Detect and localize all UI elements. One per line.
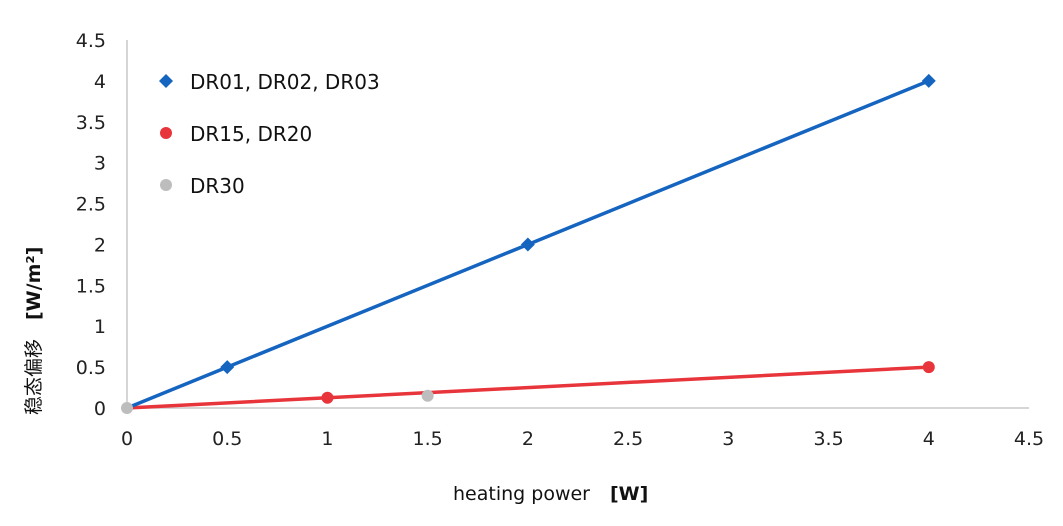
data-point [421, 389, 434, 402]
y-tick-label: 4 [94, 71, 106, 93]
data-point [321, 391, 334, 404]
series-line [126, 79, 930, 410]
y-tick-label: 3.5 [76, 112, 106, 134]
data-point [520, 237, 535, 252]
y-tick-label: 1 [94, 316, 106, 338]
x-tick-label: 0.5 [212, 428, 242, 450]
x-tick-label: 4.5 [1014, 428, 1044, 450]
y-tick-label: 1.5 [76, 275, 106, 297]
y-axis-label: 稳态偏移 [23, 339, 45, 415]
series-layer [121, 73, 936, 414]
x-tick-label: 1.5 [413, 428, 443, 450]
y-tick-label: 2 [94, 234, 106, 256]
x-axis-unit: [W] [610, 483, 648, 505]
legend-marker [160, 179, 172, 191]
x-tick-label: 3.5 [813, 428, 843, 450]
x-axis-label: heating power [453, 483, 590, 505]
y-tick-label: 0 [94, 398, 106, 420]
x-tick-label: 1 [321, 428, 333, 450]
legend-label: DR15, DR20 [190, 122, 312, 146]
data-point [220, 360, 235, 375]
data-point [921, 73, 936, 88]
y-axis-unit: [W/m²] [23, 247, 45, 320]
axes: 0 0.5 1 1.5 2 2.5 3 3.5 4 4.5 0 0.5 1 1.5 2 2.5 3 3.5 4 4.5 [76, 30, 1044, 450]
x-tick-label: 2 [522, 428, 534, 450]
x-tick-label: 4 [923, 428, 935, 450]
x-tick-label: 2.5 [613, 428, 643, 450]
data-point [121, 402, 133, 414]
legend-marker [159, 74, 173, 88]
legend-label: DR01, DR02, DR03 [190, 70, 380, 94]
x-tick-label: 3 [722, 428, 734, 450]
y-tick-label: 4.5 [76, 30, 106, 52]
legend: DR01, DR02, DR03 DR15, DR20 DR30 [159, 70, 380, 198]
legend-label: DR30 [190, 174, 245, 198]
y-tick-label: 2.5 [76, 194, 106, 216]
legend-marker [160, 127, 172, 139]
y-tick-label: 0.5 [76, 357, 106, 379]
data-point [922, 361, 935, 374]
x-tick-label: 0 [121, 428, 133, 450]
series-line [126, 365, 929, 410]
y-tick-label: 3 [94, 153, 106, 175]
